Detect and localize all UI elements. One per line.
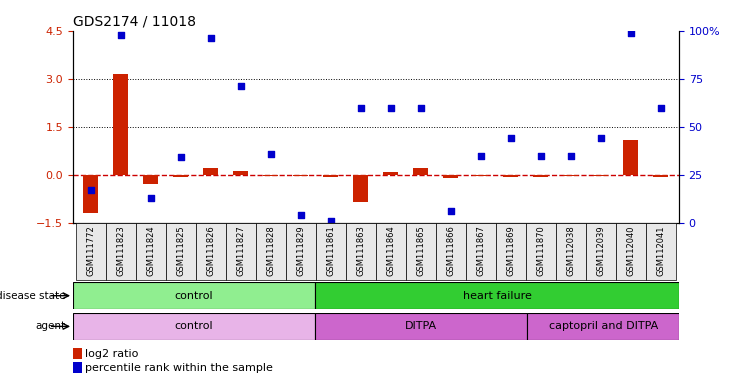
- Text: GSM111827: GSM111827: [237, 225, 245, 276]
- Text: GSM112039: GSM112039: [596, 225, 605, 276]
- Text: GSM111861: GSM111861: [326, 225, 336, 276]
- Point: [295, 212, 307, 218]
- Bar: [76, 223, 106, 280]
- Bar: [556, 223, 586, 280]
- Point: [205, 35, 217, 41]
- Bar: [436, 223, 466, 280]
- Point: [475, 152, 487, 159]
- Bar: [376, 223, 406, 280]
- Text: GSM111823: GSM111823: [117, 225, 126, 276]
- Text: GSM111863: GSM111863: [356, 225, 366, 276]
- Bar: [293, 175, 309, 176]
- Point: [325, 218, 337, 224]
- Bar: [466, 223, 496, 280]
- Bar: [564, 175, 578, 176]
- Text: GSM112038: GSM112038: [566, 225, 575, 276]
- Point: [415, 104, 427, 111]
- Bar: [413, 168, 429, 175]
- Bar: [346, 223, 376, 280]
- Bar: [534, 175, 548, 177]
- Bar: [353, 175, 369, 202]
- Text: GSM111869: GSM111869: [507, 225, 515, 276]
- Point: [355, 104, 366, 111]
- Text: disease state: disease state: [0, 291, 66, 301]
- Bar: [586, 223, 616, 280]
- Point: [655, 104, 666, 111]
- Point: [235, 83, 247, 89]
- Point: [535, 152, 547, 159]
- Text: GSM111866: GSM111866: [447, 225, 456, 276]
- Bar: [226, 223, 256, 280]
- Text: GSM111870: GSM111870: [537, 225, 545, 276]
- Bar: [83, 175, 99, 213]
- Bar: [646, 223, 676, 280]
- Bar: [256, 223, 286, 280]
- Text: control: control: [175, 321, 213, 331]
- Text: percentile rank within the sample: percentile rank within the sample: [85, 363, 272, 373]
- Text: GSM111828: GSM111828: [266, 225, 275, 276]
- Bar: [653, 175, 669, 177]
- Bar: [166, 223, 196, 280]
- Text: GSM111825: GSM111825: [177, 225, 185, 276]
- Text: GSM111865: GSM111865: [416, 225, 426, 276]
- Point: [565, 152, 577, 159]
- Bar: [528, 313, 679, 340]
- Bar: [174, 175, 188, 177]
- Text: heart failure: heart failure: [463, 291, 531, 301]
- Bar: [406, 223, 436, 280]
- Text: agent: agent: [36, 321, 66, 331]
- Bar: [593, 175, 608, 176]
- Bar: [315, 282, 679, 309]
- Text: GSM111864: GSM111864: [386, 225, 396, 276]
- Bar: [286, 223, 316, 280]
- Bar: [113, 74, 128, 175]
- Bar: [204, 168, 218, 175]
- Bar: [496, 223, 526, 280]
- Point: [385, 104, 397, 111]
- Point: [145, 195, 157, 201]
- Text: captopril and DITPA: captopril and DITPA: [548, 321, 658, 331]
- Bar: [474, 175, 488, 176]
- Text: GSM111867: GSM111867: [477, 225, 485, 276]
- Text: GSM111829: GSM111829: [296, 225, 305, 276]
- Bar: [443, 175, 458, 178]
- Bar: [616, 223, 646, 280]
- Bar: [136, 223, 166, 280]
- Bar: [196, 223, 226, 280]
- Bar: [316, 223, 346, 280]
- Text: GSM111826: GSM111826: [207, 225, 215, 276]
- Text: GDS2174 / 11018: GDS2174 / 11018: [73, 14, 196, 28]
- Point: [85, 187, 97, 193]
- Bar: [106, 223, 136, 280]
- Text: GSM112040: GSM112040: [626, 225, 635, 276]
- Bar: [144, 175, 158, 184]
- Bar: [526, 223, 556, 280]
- Text: control: control: [175, 291, 213, 301]
- Text: GSM111824: GSM111824: [147, 225, 155, 276]
- Point: [175, 154, 187, 161]
- Bar: [234, 170, 248, 175]
- Bar: [623, 139, 639, 175]
- Text: GSM112041: GSM112041: [656, 225, 666, 276]
- Bar: [383, 172, 399, 175]
- Text: log2 ratio: log2 ratio: [85, 349, 138, 359]
- Bar: [315, 313, 528, 340]
- Point: [265, 151, 277, 157]
- Text: DITPA: DITPA: [405, 321, 437, 331]
- Point: [445, 208, 457, 214]
- Point: [625, 30, 637, 36]
- Bar: [323, 175, 339, 177]
- Bar: [73, 282, 315, 309]
- Bar: [73, 313, 315, 340]
- Text: GSM111772: GSM111772: [86, 225, 96, 276]
- Point: [505, 135, 517, 141]
- Point: [115, 31, 127, 38]
- Bar: [504, 175, 518, 177]
- Bar: [264, 175, 278, 176]
- Point: [595, 135, 607, 141]
